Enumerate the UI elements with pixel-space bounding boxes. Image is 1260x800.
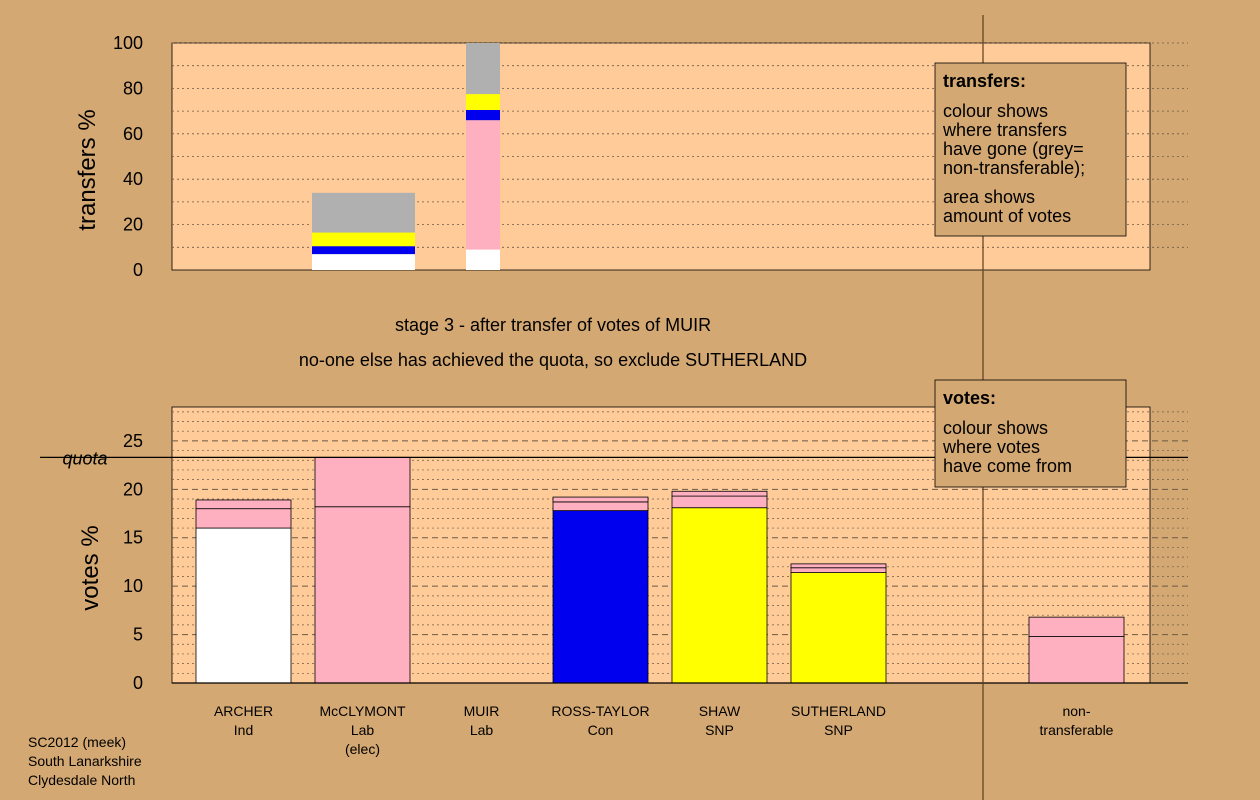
transfer-segment bbox=[466, 109, 500, 121]
transfer-segment bbox=[466, 43, 500, 95]
candidate-party: Ind bbox=[234, 722, 253, 738]
transfers-legend: transfers: colour shows where transfers … bbox=[934, 62, 1127, 237]
votes-legend-line: where votes bbox=[942, 437, 1040, 457]
transfers-legend-line: non-transferable); bbox=[943, 158, 1085, 178]
candidate-party: SNP bbox=[705, 722, 734, 738]
vote-segment bbox=[314, 506, 411, 684]
transfers-legend-title: transfers: bbox=[943, 71, 1026, 91]
transfers-legend-line: area shows bbox=[943, 187, 1035, 207]
transfers-legend-line: have gone (grey= bbox=[943, 139, 1084, 159]
vote-segment bbox=[552, 501, 649, 512]
transfer-segment bbox=[466, 249, 500, 270]
y-tick-label: 25 bbox=[123, 431, 143, 451]
votes-y-ticks: 0 5 10 15 20 25 bbox=[123, 431, 143, 693]
source-line: SC2012 (meek) bbox=[28, 734, 126, 750]
nontransferable-label: non- bbox=[1062, 703, 1090, 719]
stage-caption: stage 3 - after transfer of votes of MUI… bbox=[395, 315, 711, 335]
votes-legend-title: votes: bbox=[943, 388, 996, 408]
transfers-bars bbox=[312, 43, 500, 270]
candidate-party: Lab bbox=[470, 722, 494, 738]
transfer-segment bbox=[312, 254, 415, 270]
transfers-legend-line: colour shows bbox=[943, 101, 1048, 121]
vote-segment bbox=[671, 507, 768, 684]
y-tick-label: 80 bbox=[123, 78, 143, 98]
candidate-party: SNP bbox=[824, 722, 853, 738]
y-tick-label: 15 bbox=[123, 528, 143, 548]
votes-legend: votes: colour shows where votes have com… bbox=[934, 379, 1127, 488]
y-tick-label: 5 bbox=[133, 625, 143, 645]
candidate-name: ROSS-TAYLOR bbox=[551, 703, 649, 719]
vote-segment bbox=[1028, 636, 1125, 684]
transfer-segment bbox=[312, 232, 415, 247]
vote-segment bbox=[790, 567, 887, 573]
candidate-name: McCLYMONT bbox=[319, 703, 406, 719]
votes-y-axis-label: votes % bbox=[77, 525, 104, 610]
source-line: Clydesdale North bbox=[28, 772, 135, 788]
vote-segment bbox=[1028, 616, 1125, 637]
vote-segment bbox=[552, 510, 649, 684]
vote-segment bbox=[314, 456, 411, 508]
quota-label: quota bbox=[62, 448, 107, 468]
transfers-y-ticks: 0 20 40 60 80 100 bbox=[113, 33, 143, 280]
source-line: South Lanarkshire bbox=[28, 753, 142, 769]
votes-bars bbox=[195, 456, 1125, 684]
transfer-segment bbox=[312, 192, 415, 233]
vote-segment bbox=[671, 490, 768, 497]
vote-segment bbox=[552, 496, 649, 503]
vote-segment bbox=[790, 563, 887, 569]
candidate-party: Con bbox=[588, 722, 614, 738]
transfers-y-axis-label: transfers % bbox=[74, 109, 101, 230]
votes-legend-line: colour shows bbox=[943, 418, 1048, 438]
vote-segment bbox=[195, 527, 292, 684]
y-tick-label: 20 bbox=[123, 479, 143, 499]
votes-legend-line: have come from bbox=[943, 456, 1072, 476]
candidate-party: (elec) bbox=[345, 741, 380, 757]
decision-caption: no-one else has achieved the quota, so e… bbox=[299, 350, 807, 370]
y-tick-label: 0 bbox=[133, 260, 143, 280]
y-tick-label: 10 bbox=[123, 576, 143, 596]
y-tick-label: 20 bbox=[123, 215, 143, 235]
candidate-party: Lab bbox=[351, 722, 375, 738]
transfer-segment bbox=[466, 120, 500, 250]
y-tick-label: 60 bbox=[123, 124, 143, 144]
nontransferable-label: transferable bbox=[1040, 722, 1114, 738]
candidate-name: SUTHERLAND bbox=[791, 703, 886, 719]
candidate-name: MUIR bbox=[464, 703, 500, 719]
vote-segment bbox=[195, 499, 292, 510]
y-tick-label: 40 bbox=[123, 169, 143, 189]
transfers-legend-line: where transfers bbox=[942, 120, 1067, 140]
candidate-name: ARCHER bbox=[214, 703, 273, 719]
transfer-segment bbox=[312, 246, 415, 255]
vote-segment bbox=[195, 508, 292, 529]
y-tick-label: 100 bbox=[113, 33, 143, 53]
transfer-segment bbox=[466, 94, 500, 110]
transfers-legend-line: amount of votes bbox=[943, 206, 1071, 226]
vote-segment bbox=[790, 572, 887, 684]
y-tick-label: 0 bbox=[133, 673, 143, 693]
candidate-name: SHAW bbox=[699, 703, 741, 719]
candidate-labels: ARCHER Ind McCLYMONT Lab (elec) MUIR Lab ROSS-T… bbox=[214, 703, 1114, 757]
source-note: SC2012 (meek) South Lanarkshire Clydesda… bbox=[28, 734, 142, 788]
vote-segment bbox=[671, 495, 768, 509]
